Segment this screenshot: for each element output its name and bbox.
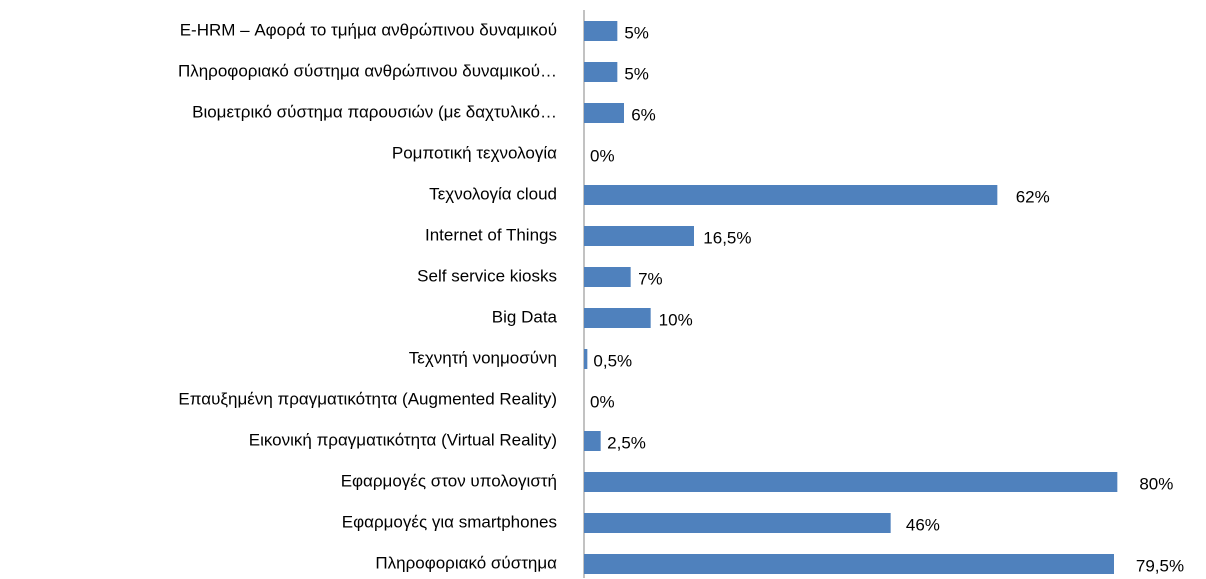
bar [584, 308, 651, 328]
bar [584, 103, 624, 123]
y-tick-label: Βιομετρικό σύστημα παρουσιών (με δαχτυλι… [192, 102, 557, 121]
y-tick-label: Εφαρμογές στον υπολογιστή [341, 471, 557, 490]
y-tick-label: Πληροφοριακό σύστημα [375, 553, 557, 572]
y-tick-label: Τεχνητή νοημοσύνη [409, 348, 557, 367]
y-tick-label: Πληροφοριακό σύστημα ανθρώπινου δυναμικο… [178, 61, 557, 80]
y-tick-label: Τεχνολογία cloud [429, 184, 557, 203]
y-tick-label: Εικονική πραγματικότητα (Virtual Reality… [249, 430, 557, 449]
data-label: 5% [624, 23, 649, 42]
data-label: 0% [590, 146, 615, 165]
y-tick-label: Ρομποτική τεχνολογία [392, 143, 557, 162]
data-label: 80% [1139, 474, 1173, 493]
bar [584, 431, 601, 451]
bar [584, 267, 631, 287]
y-tick-label: Big Data [492, 307, 558, 326]
y-tick-label: Internet of Things [425, 225, 557, 244]
data-label: 2,5% [607, 433, 646, 452]
data-label: 5% [624, 64, 649, 83]
data-label: 46% [906, 515, 940, 534]
y-tick-label: E-HRM – Αφορά το τμήμα ανθρώπινου δυναμι… [180, 20, 557, 39]
data-label: 6% [631, 105, 656, 124]
bar [584, 185, 998, 205]
bar [584, 62, 618, 82]
y-tick-label: Επαυξημένη πραγματικότητα (Augmented Rea… [178, 389, 557, 408]
data-label: 0,5% [593, 351, 632, 370]
data-label: 62% [1016, 187, 1050, 206]
data-label: 7% [638, 269, 663, 288]
data-label: 10% [659, 310, 693, 329]
y-tick-label: Self service kiosks [417, 266, 557, 285]
y-tick-label: Εφαρμογές για smartphones [342, 512, 557, 531]
bar [584, 21, 618, 41]
bar [584, 472, 1118, 492]
bar [584, 226, 694, 246]
data-label: 16,5% [703, 228, 751, 247]
bar [584, 349, 588, 369]
bar [584, 554, 1114, 574]
data-label: 0% [590, 392, 615, 411]
data-label: 79,5% [1136, 556, 1184, 575]
bar [584, 513, 891, 533]
